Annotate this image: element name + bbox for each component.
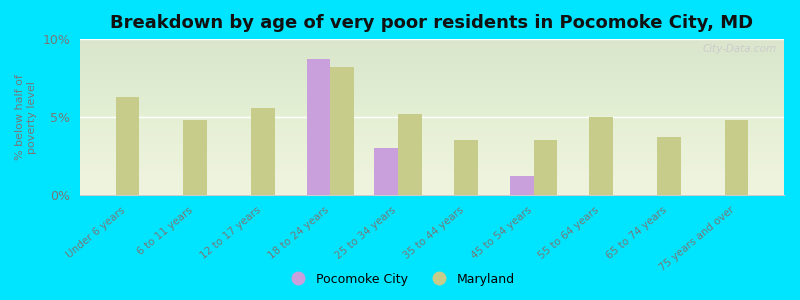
Bar (657, 137, 681, 195)
Text: City-Data.com: City-Data.com (703, 44, 777, 54)
Bar (454, 140, 478, 195)
Bar (398, 114, 422, 195)
Bar (183, 120, 207, 195)
Bar (590, 117, 613, 195)
Bar (374, 148, 398, 195)
Bar (251, 108, 274, 195)
Bar (534, 140, 558, 195)
Bar (330, 67, 354, 195)
Bar (510, 176, 534, 195)
Legend: Pocomoke City, Maryland: Pocomoke City, Maryland (281, 268, 519, 291)
Bar (725, 120, 749, 195)
Bar (306, 59, 330, 195)
Bar (115, 97, 139, 195)
Title: Breakdown by age of very poor residents in Pocomoke City, MD: Breakdown by age of very poor residents … (110, 14, 754, 32)
Y-axis label: % below half of
poverty level: % below half of poverty level (15, 74, 37, 160)
